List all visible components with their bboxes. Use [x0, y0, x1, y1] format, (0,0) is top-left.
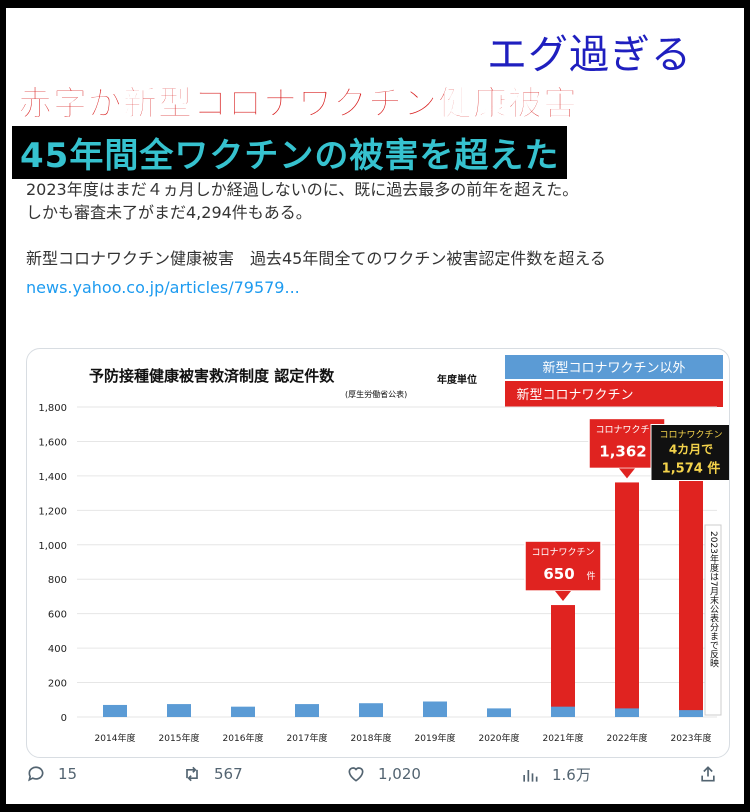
- annotation-label: コロナワクチン: [531, 547, 594, 558]
- bar-other: [103, 704, 127, 717]
- chart-card[interactable]: 予防接種健康被害救済制度 認定件数 (厚生労働省公表) 年度単位 新型コロナワクチン以…: [26, 348, 730, 758]
- y-tick-label: 1,600: [38, 437, 67, 448]
- chart-unit-label: 年度単位: [437, 373, 477, 386]
- chart-title: 予防接種健康被害救済制度 認定件数: [89, 367, 335, 385]
- annotation-pointer: [555, 591, 571, 602]
- legend-label-other: 新型コロナワクチン以外: [542, 360, 685, 376]
- reply-button[interactable]: 15: [26, 764, 77, 784]
- bar-other: [615, 708, 639, 717]
- side-note: 2023年度は7月末公表分まで反映: [708, 531, 719, 669]
- annotation-pointer: [619, 468, 635, 479]
- x-tick-label: 2023年度: [671, 732, 712, 744]
- headline-top: エグ過ぎる: [487, 32, 692, 78]
- action-bar: 15 567 1,020 1.6万: [26, 764, 726, 800]
- tweet-text: 2023年度はまだ４ヵ月しか経過しないのに、既に過去最多の前年を超えた。 しかも…: [26, 178, 726, 299]
- y-tick-label: 800: [48, 575, 67, 586]
- article-link[interactable]: news.yahoo.co.jp/articles/79579...: [26, 278, 300, 297]
- y-tick-label: 1,400: [38, 472, 67, 483]
- annotation-label-2: 4カ月で: [669, 443, 713, 457]
- y-tick-label: 1,200: [38, 506, 67, 517]
- x-tick-label: 2022年度: [607, 732, 648, 744]
- annotation-box-dark: [650, 424, 729, 481]
- y-tick-label: 600: [48, 610, 67, 621]
- annotation-label: コロナワクチン: [595, 424, 658, 435]
- bar-other: [423, 701, 447, 717]
- y-tick-label: 0: [61, 713, 67, 724]
- share-icon: [701, 766, 715, 782]
- headline-banner: 45年間全ワクチンの被害を超えた: [12, 126, 568, 179]
- bar-covid: [615, 482, 639, 717]
- x-tick-label: 2018年度: [351, 732, 392, 744]
- x-tick-label: 2016年度: [223, 732, 264, 744]
- tweet-line-2: しかも審査未了がまだ4,294件もある。: [26, 203, 312, 222]
- x-tick-label: 2015年度: [159, 732, 200, 744]
- y-tick-label: 1,800: [38, 403, 67, 414]
- x-tick-label: 2021年度: [543, 732, 584, 744]
- views-button[interactable]: 1.6万: [520, 764, 591, 785]
- retweet-button[interactable]: 567: [182, 764, 243, 784]
- bar-chart-icon: [523, 769, 538, 782]
- reply-count: 15: [58, 765, 78, 783]
- post-frame: エグ過ぎる 赤字が新型コロナワクチン健康被害 45年間全ワクチンの被害を超えた …: [6, 8, 744, 804]
- bar-covid: [551, 605, 575, 717]
- bar-other: [295, 704, 319, 717]
- legend-label-covid: 新型コロナワクチン: [516, 387, 633, 403]
- y-tick-label: 1,000: [38, 541, 67, 552]
- tweet-line-3: 新型コロナワクチン健康被害 過去45年間全てのワクチン被害認定件数を超える: [26, 249, 606, 268]
- side-note-box: [704, 524, 722, 716]
- bar-other: [231, 706, 255, 717]
- view-count: 1.6万: [552, 766, 591, 784]
- legend-swatch-covid: [505, 381, 723, 407]
- bar-covid: [679, 445, 703, 717]
- share-button[interactable]: [698, 764, 718, 784]
- chart-subtitle: (厚生労働省公表): [345, 389, 407, 399]
- x-tick-label: 2020年度: [479, 732, 520, 744]
- annotation-value: 650: [543, 565, 574, 583]
- reply-icon: [28, 766, 44, 782]
- annotation-label: コロナワクチン: [659, 430, 722, 441]
- y-tick-label: 400: [48, 644, 67, 655]
- bar-other: [551, 706, 575, 717]
- annotation-suffix: 件: [586, 570, 595, 582]
- bar-other: [487, 708, 511, 717]
- y-tick-label: 200: [48, 679, 67, 690]
- bar-other: [679, 710, 703, 717]
- retweet-count: 567: [214, 765, 243, 783]
- heart-icon: [348, 767, 364, 782]
- annotation-value: 1,574 件: [662, 461, 721, 477]
- tweet-line-1: 2023年度はまだ４ヵ月しか経過しないのに、既に過去最多の前年を超えた。: [26, 180, 579, 199]
- x-tick-label: 2019年度: [415, 732, 456, 744]
- bar-other: [167, 704, 191, 717]
- annotation-box: [524, 540, 602, 592]
- chart-svg: 予防接種健康被害救済制度 認定件数 (厚生労働省公表) 年度単位 新型コロナワクチン以…: [38, 355, 729, 744]
- headline-red: 赤字が新型コロナワクチン健康被害: [18, 84, 578, 125]
- legend-swatch-other: [505, 355, 723, 379]
- like-count: 1,020: [378, 765, 421, 783]
- like-button[interactable]: 1,020: [346, 764, 421, 784]
- annotation-value: 1,362: [599, 442, 646, 460]
- x-tick-label: 2014年度: [95, 732, 136, 744]
- x-tick-label: 2017年度: [287, 732, 328, 744]
- bar-other: [359, 703, 383, 717]
- retweet-icon: [186, 766, 198, 782]
